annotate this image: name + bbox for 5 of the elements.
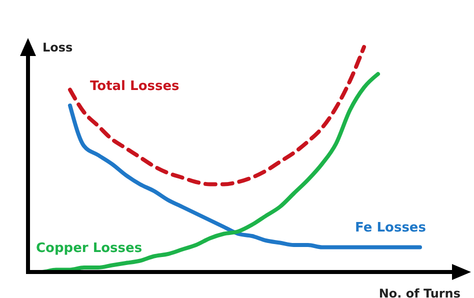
- series-label: Fe Losses: [355, 220, 426, 236]
- y-axis-title: Loss: [42, 40, 73, 54]
- series-label: Copper Losses: [36, 241, 142, 256]
- series-label: Total Losses: [90, 78, 180, 94]
- x-axis-title: No. of Turns: [378, 286, 460, 298]
